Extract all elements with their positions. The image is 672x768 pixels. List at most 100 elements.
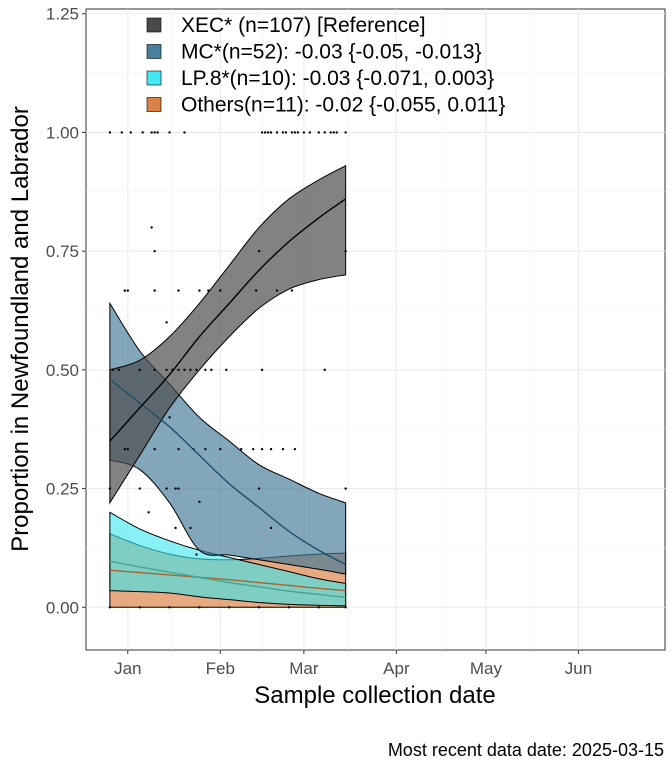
data-point — [150, 226, 153, 229]
data-point — [153, 368, 156, 372]
data-point — [293, 131, 297, 134]
data-point — [141, 131, 144, 134]
data-point — [198, 500, 201, 504]
legend-label: MC*(n=52): -0.03 {-0.05, -0.013} — [181, 41, 482, 64]
legend-swatch — [146, 70, 162, 86]
data-point — [153, 447, 156, 451]
legend: XEC* (n=107) [Reference] MC*(n=52): -0.03… — [146, 14, 505, 117]
data-point — [165, 321, 168, 324]
data-point — [123, 447, 126, 451]
data-point — [344, 249, 347, 253]
data-point — [332, 131, 335, 134]
data-point — [284, 131, 288, 134]
data-point — [251, 447, 255, 451]
data-point — [108, 606, 112, 609]
data-point — [189, 526, 192, 530]
data-point — [308, 131, 312, 134]
fit-line-others — [109, 569, 346, 592]
data-point — [153, 249, 156, 253]
legend-swatch — [146, 97, 162, 112]
x-tick-label: Jan — [114, 659, 141, 678]
data-point — [344, 487, 347, 490]
data-point — [120, 131, 124, 134]
data-point — [266, 131, 270, 134]
data-point — [329, 131, 332, 134]
data-point — [153, 289, 156, 292]
data-point — [174, 487, 177, 490]
legend-label: XEC* (n=107) [Reference] — [181, 14, 426, 37]
data-point — [257, 249, 261, 253]
fit-line-lp-8- — [109, 560, 346, 598]
data-point — [323, 131, 326, 134]
series-fit-lines — [109, 198, 347, 598]
data-point — [302, 131, 306, 134]
data-point — [111, 368, 115, 372]
data-point — [344, 131, 347, 134]
data-point — [210, 368, 213, 372]
data-point — [150, 131, 153, 134]
data-point — [177, 289, 180, 292]
x-axis-title: Sample collection date — [254, 682, 495, 709]
fit-line-xec- — [109, 198, 347, 442]
data-point — [189, 368, 192, 372]
ribbon-xec- — [109, 164, 347, 505]
data-point — [293, 447, 297, 451]
data-point — [108, 487, 112, 490]
legend-swatch — [146, 17, 162, 33]
data-point — [183, 131, 186, 134]
data-point — [260, 131, 264, 134]
data-point — [147, 511, 150, 514]
fit-line-mc- — [109, 378, 346, 566]
y-tick-label: 0.25 — [46, 480, 79, 499]
data-point — [281, 131, 285, 134]
data-point — [260, 368, 264, 372]
x-tick-label: Mar — [289, 659, 319, 678]
data-point — [156, 131, 159, 134]
y-tick-label: 1.00 — [46, 123, 79, 142]
legend-label: Others(n=11): -0.02 {-0.055, 0.011} — [181, 94, 505, 117]
data-point — [269, 447, 273, 451]
data-point — [275, 289, 279, 292]
data-point — [177, 368, 180, 372]
data-point — [195, 368, 198, 372]
x-tick-label: Jun — [565, 659, 592, 678]
y-axis-title: Proportion in Newfoundland and Labrador — [7, 106, 34, 552]
data-point — [138, 606, 141, 609]
data-point — [126, 447, 129, 451]
data-point — [269, 131, 273, 134]
caption-text: Most recent data date: 2025-03-15 — [388, 740, 664, 760]
data-point — [126, 289, 129, 292]
data-point — [344, 606, 347, 609]
x-tick-label: May — [470, 659, 503, 678]
series-areas — [109, 164, 347, 608]
y-tick-label: 0.50 — [46, 361, 79, 380]
y-tick-label: 1.25 — [46, 5, 79, 24]
data-point — [177, 447, 180, 451]
data-point — [204, 447, 207, 451]
data-point — [296, 131, 300, 134]
data-point — [335, 131, 338, 134]
data-point — [168, 131, 171, 134]
x-tick-label: Feb — [206, 659, 235, 678]
legend-label: LP.8*(n=10): -0.03 {-0.071, 0.003} — [181, 67, 494, 90]
data-point — [287, 606, 291, 609]
data-point — [174, 526, 177, 530]
data-point — [254, 289, 258, 292]
data-point — [323, 368, 326, 372]
y-tick-label: 0.00 — [46, 598, 79, 617]
ribbon-mc- — [109, 301, 347, 575]
data-point — [108, 131, 112, 134]
y-tick-label: 0.75 — [46, 242, 79, 261]
data-point — [317, 606, 320, 609]
data-point — [263, 131, 267, 134]
data-point — [198, 606, 201, 609]
data-point — [204, 368, 207, 372]
data-point — [198, 289, 201, 292]
data-point — [219, 289, 222, 292]
x-tick-label: Apr — [383, 659, 410, 678]
data-point — [177, 487, 180, 490]
data-point — [138, 368, 141, 372]
data-point — [281, 447, 285, 451]
data-point — [183, 368, 186, 372]
